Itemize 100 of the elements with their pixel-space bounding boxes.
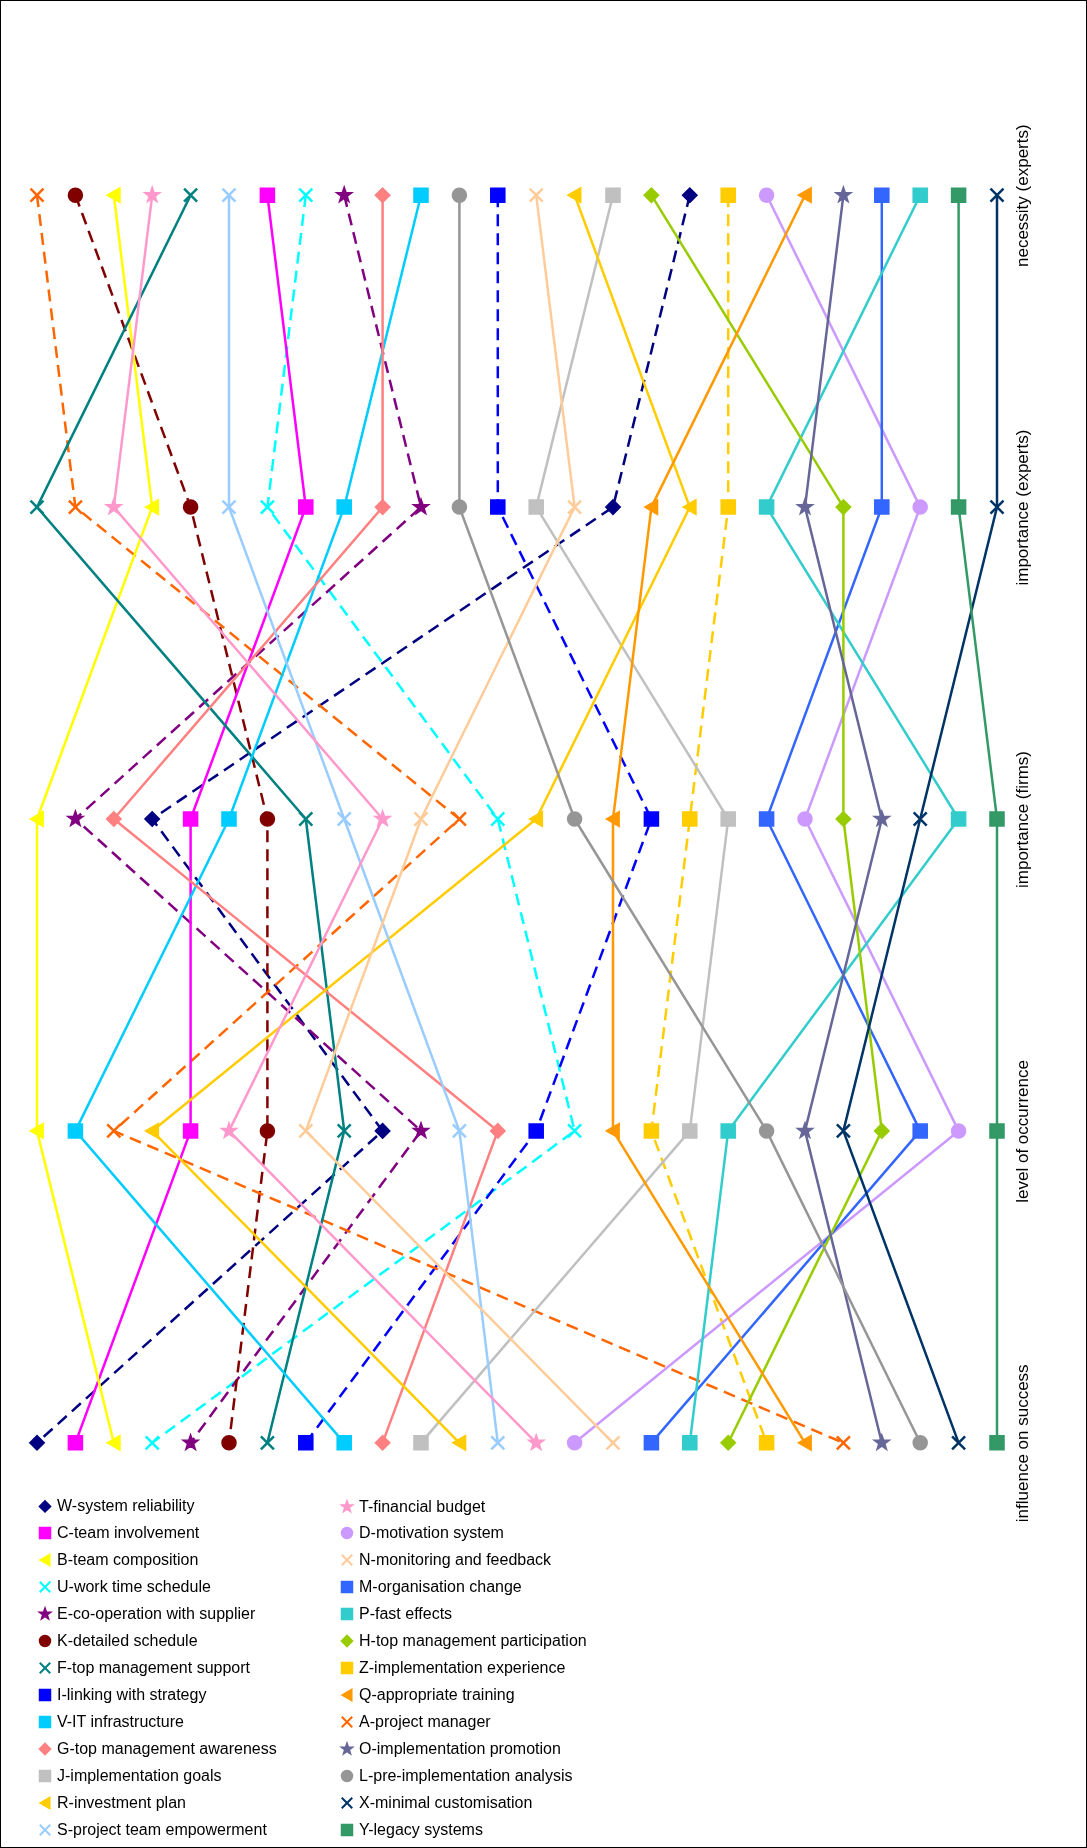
legend-label: H-top management participation: [359, 1632, 587, 1649]
point: [106, 811, 122, 827]
point: [566, 499, 583, 515]
point: [30, 811, 44, 827]
point: [835, 499, 852, 515]
point: [142, 185, 162, 204]
point: [528, 499, 544, 515]
point: [874, 499, 890, 515]
point: [259, 1435, 276, 1451]
legend-label: M-organisation change: [359, 1578, 522, 1595]
point: [989, 499, 1005, 515]
point: [144, 1435, 160, 1451]
legend-label: P-fast effects: [359, 1605, 453, 1622]
point: [912, 187, 928, 203]
point: [720, 1123, 736, 1139]
point: [566, 1123, 583, 1139]
point: [835, 1435, 852, 1451]
point: [682, 1123, 698, 1139]
legend-label: C-team involvement: [57, 1524, 200, 1541]
point: [605, 499, 621, 515]
point: [221, 811, 237, 827]
point: [451, 1123, 468, 1139]
legend-label: Q-appropriate training: [359, 1686, 515, 1703]
point: [221, 187, 237, 203]
legend-label: T-financial budget: [359, 1497, 486, 1515]
point: [912, 499, 928, 515]
point: [606, 1123, 620, 1139]
point: [835, 811, 852, 827]
point: [490, 811, 506, 827]
point: [566, 1435, 583, 1451]
point: [720, 1435, 736, 1451]
point: [221, 499, 237, 515]
point: [682, 1435, 698, 1451]
point: [643, 1123, 660, 1139]
point: [336, 1123, 352, 1139]
y-tick-label: influence on success: [1012, 1364, 1032, 1523]
point: [106, 187, 121, 203]
point: [566, 811, 583, 827]
point: [874, 1123, 890, 1139]
point: [104, 497, 124, 516]
point: [643, 187, 660, 203]
legend-label: R-investment plan: [57, 1794, 186, 1811]
point: [145, 1123, 160, 1139]
point: [798, 1435, 812, 1451]
point: [29, 187, 45, 203]
point: [682, 187, 698, 203]
legend-label: Y-legacy systems: [359, 1821, 483, 1838]
point: [798, 187, 812, 203]
legend-label: E-co-operation with supplier: [57, 1605, 256, 1622]
point: [912, 1123, 928, 1139]
point: [259, 187, 276, 203]
legend-label: F-top management support: [57, 1659, 251, 1676]
point: [758, 499, 775, 515]
point: [872, 809, 892, 828]
point: [374, 187, 391, 203]
point: [145, 499, 160, 515]
point: [758, 187, 775, 203]
point: [874, 187, 890, 203]
point: [720, 499, 736, 515]
point: [336, 811, 352, 827]
point: [30, 1123, 44, 1139]
point: [989, 811, 1005, 827]
point: [144, 811, 160, 827]
point: [219, 1121, 239, 1139]
point: [67, 1435, 84, 1451]
point: [912, 811, 928, 827]
point: [298, 499, 314, 515]
point: [605, 1435, 621, 1451]
y-tick-label: necessity (experts): [1012, 124, 1032, 268]
legend-label: A-project manager: [359, 1713, 492, 1730]
point: [182, 1123, 199, 1139]
point: [795, 497, 815, 516]
y-tick-label: level of occurrence: [1012, 1060, 1032, 1203]
point: [221, 1435, 237, 1451]
y-tick-label: importance (experts): [1012, 429, 1032, 586]
legend-label: N-monitoring and feedback: [359, 1551, 553, 1568]
point: [950, 1435, 967, 1451]
point: [950, 499, 967, 515]
point: [65, 809, 85, 828]
point: [490, 499, 506, 515]
point: [259, 1123, 276, 1139]
point: [989, 1123, 1005, 1139]
point: [336, 499, 352, 515]
point: [298, 187, 314, 203]
point: [106, 1123, 122, 1139]
point: [950, 1123, 967, 1139]
point: [528, 1123, 544, 1139]
point: [682, 811, 698, 827]
point: [720, 811, 736, 827]
legend-label: D-motivation system: [359, 1524, 504, 1541]
point: [682, 499, 697, 515]
point: [643, 1435, 660, 1451]
legend-label: L-pre-implementation analysis: [359, 1767, 573, 1784]
point: [989, 1435, 1005, 1451]
point: [259, 811, 276, 827]
legend-label: S-project team empowerment: [57, 1821, 268, 1838]
legend-label: O-implementation promotion: [359, 1740, 561, 1757]
point: [758, 1123, 775, 1139]
point: [490, 1123, 506, 1139]
point: [528, 187, 544, 203]
